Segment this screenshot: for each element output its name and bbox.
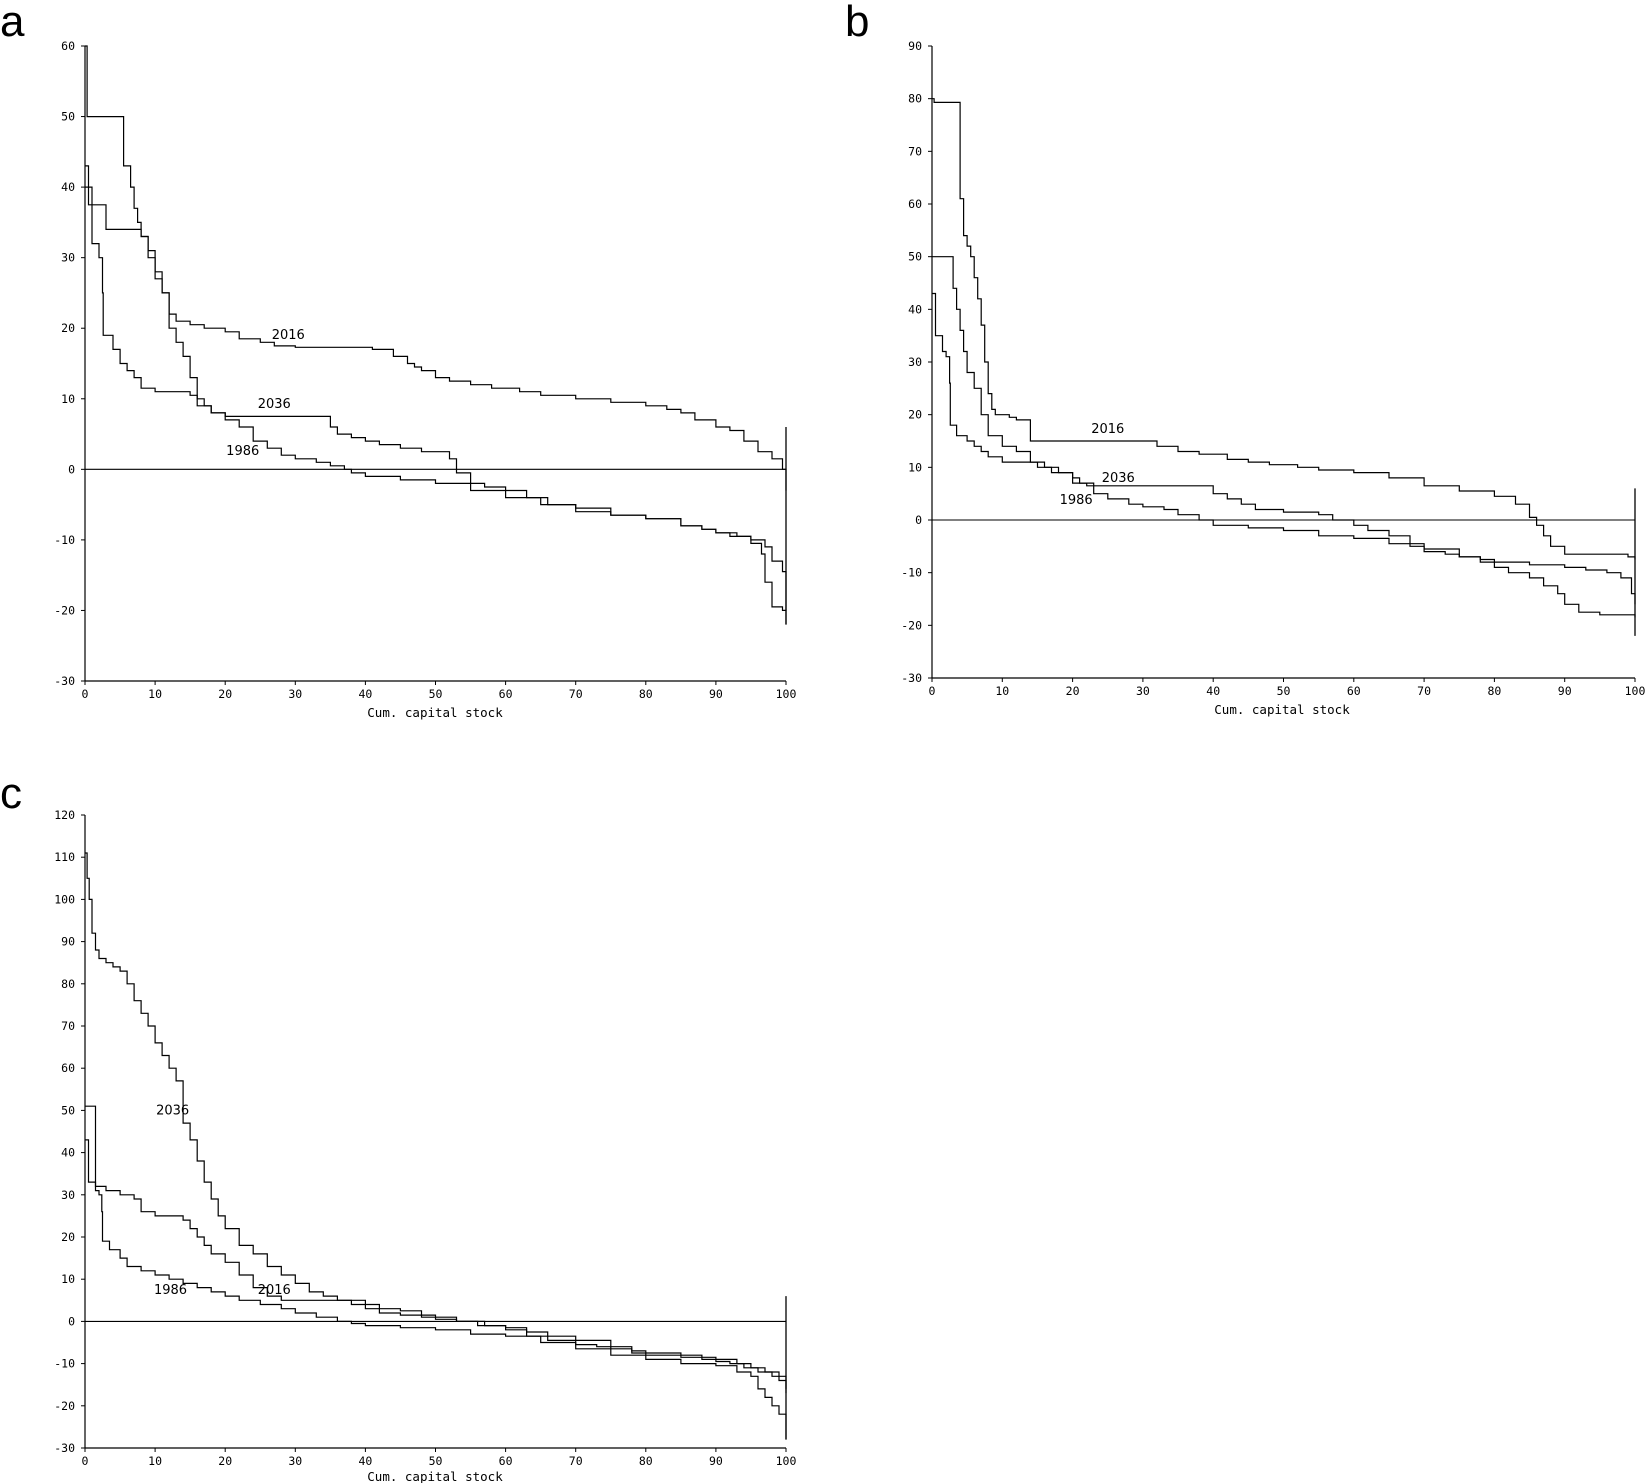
series-line-1986-a (85, 186, 787, 625)
series-line-2016-b (932, 98, 1636, 560)
y-tick-label-a: 50 (61, 110, 75, 124)
y-tick-label-c: 80 (61, 977, 75, 991)
x-tick-label-b: 40 (1206, 684, 1220, 698)
x-tick-label-a: 80 (639, 687, 653, 701)
y-tick-label-a: 20 (61, 321, 75, 335)
x-tick-label-c: 40 (358, 1454, 372, 1468)
x-axis-title-b: Cum. capital stock (1214, 702, 1350, 717)
y-tick-label-b: 70 (908, 144, 922, 158)
series-label-1986-c: 1986 (154, 1283, 187, 1298)
x-tick-label-b: 90 (1558, 684, 1572, 698)
panel-letter-a: a (0, 0, 25, 46)
y-tick-label-b: 30 (908, 355, 922, 369)
y-tick-label-c: 20 (61, 1230, 75, 1244)
series-line-2036-c (85, 852, 787, 1389)
series-line-2016-a (85, 45, 787, 491)
y-tick-label-b: -10 (901, 566, 922, 580)
y-tick-label-c: 10 (61, 1272, 75, 1286)
y-tick-label-c: 100 (54, 892, 75, 906)
series-line-2016-c (85, 1105, 787, 1394)
x-tick-label-a: 50 (429, 687, 443, 701)
series-label-1986-a: 1986 (226, 444, 259, 459)
series-label-1986-b: 1986 (1060, 493, 1093, 508)
series-label-2016-c: 2016 (258, 1283, 291, 1298)
x-tick-label-a: 30 (288, 687, 302, 701)
y-tick-label-b: -30 (901, 671, 922, 685)
x-tick-label-c: 10 (148, 1454, 162, 1468)
y-tick-label-c: 70 (61, 1019, 75, 1033)
x-tick-label-a: 90 (709, 687, 723, 701)
x-tick-label-b: 10 (995, 684, 1009, 698)
y-tick-label-c: 40 (61, 1146, 75, 1160)
y-tick-label-b: 0 (915, 513, 922, 527)
x-tick-label-c: 70 (569, 1454, 583, 1468)
y-tick-label-b: 50 (908, 250, 922, 264)
y-tick-label-c: 120 (54, 808, 75, 822)
x-tick-label-a: 10 (148, 687, 162, 701)
x-tick-label-b: 80 (1487, 684, 1501, 698)
y-tick-label-b: 20 (908, 408, 922, 422)
x-tick-label-b: 0 (929, 684, 936, 698)
y-tick-label-c: 110 (54, 850, 75, 864)
x-tick-label-a: 100 (776, 687, 797, 701)
x-tick-label-c: 60 (499, 1454, 513, 1468)
y-tick-label-a: -20 (54, 603, 75, 617)
x-tick-label-c: 50 (429, 1454, 443, 1468)
chart-panel-c: c Cum. capital stock -30 -20 -10 0 10 20 30 40 5… (0, 769, 796, 1483)
y-tick-label-c: -10 (54, 1357, 75, 1371)
x-tick-label-a: 40 (358, 687, 372, 701)
x-tick-label-b: 60 (1347, 684, 1361, 698)
y-tick-label-a: 30 (61, 251, 75, 265)
y-tick-label-a: 60 (61, 39, 75, 53)
x-tick-label-b: 50 (1277, 684, 1291, 698)
series-line-1986-c (85, 1139, 787, 1440)
x-tick-label-b: 70 (1417, 684, 1431, 698)
y-tick-label-c: -20 (54, 1399, 75, 1413)
series-label-2036-c: 2036 (156, 1104, 189, 1119)
series-label-2036-a: 2036 (258, 397, 291, 412)
series-label-2016-a: 2016 (272, 328, 305, 343)
x-tick-label-a: 20 (218, 687, 232, 701)
panel-letter-b: b (845, 0, 869, 46)
y-tick-label-c: 30 (61, 1188, 75, 1202)
panel-letter-c: c (0, 769, 22, 818)
y-tick-label-b: -20 (901, 618, 922, 632)
chart-panel-a: a Cum. capital stock -30 -20 -10 0 10 20 30 40 5… (0, 0, 796, 720)
x-tick-label-b: 100 (1625, 684, 1646, 698)
x-tick-label-a: 70 (569, 687, 583, 701)
y-tick-label-c: 0 (68, 1314, 75, 1328)
series-line-1986-b (932, 292, 1636, 618)
y-tick-label-a: -10 (54, 533, 75, 547)
chart-panel-b: b Cum. capital stock -30 -20 -10 0 10 20 30 40 5… (845, 0, 1645, 717)
x-tick-label-a: 0 (82, 687, 89, 701)
x-tick-label-c: 20 (218, 1454, 232, 1468)
x-tick-label-b: 30 (1136, 684, 1150, 698)
y-tick-label-b: 40 (908, 302, 922, 316)
y-tick-label-b: 10 (908, 460, 922, 474)
y-tick-label-b: 80 (908, 92, 922, 106)
x-tick-label-c: 100 (776, 1454, 797, 1468)
x-axis-title-c: Cum. capital stock (367, 1469, 503, 1483)
y-tick-label-a: -30 (54, 674, 75, 688)
series-label-2036-b: 2036 (1102, 471, 1135, 486)
series-line-2036-b (932, 256, 1636, 605)
x-tick-label-a: 60 (499, 687, 513, 701)
y-tick-label-c: 50 (61, 1103, 75, 1117)
x-tick-label-c: 80 (639, 1454, 653, 1468)
x-axis-title-a: Cum. capital stock (367, 705, 503, 720)
x-tick-label-c: 30 (288, 1454, 302, 1468)
y-tick-label-b: 60 (908, 197, 922, 211)
x-tick-label-b: 20 (1066, 684, 1080, 698)
y-tick-label-c: -30 (54, 1441, 75, 1455)
y-tick-label-a: 10 (61, 392, 75, 406)
series-label-2016-b: 2016 (1091, 422, 1124, 437)
y-tick-label-c: 90 (61, 935, 75, 949)
x-tick-label-c: 90 (709, 1454, 723, 1468)
y-tick-label-b: 90 (908, 39, 922, 53)
x-tick-label-c: 0 (82, 1454, 89, 1468)
y-tick-label-a: 0 (68, 462, 75, 476)
y-tick-label-c: 60 (61, 1061, 75, 1075)
y-tick-label-a: 40 (61, 180, 75, 194)
